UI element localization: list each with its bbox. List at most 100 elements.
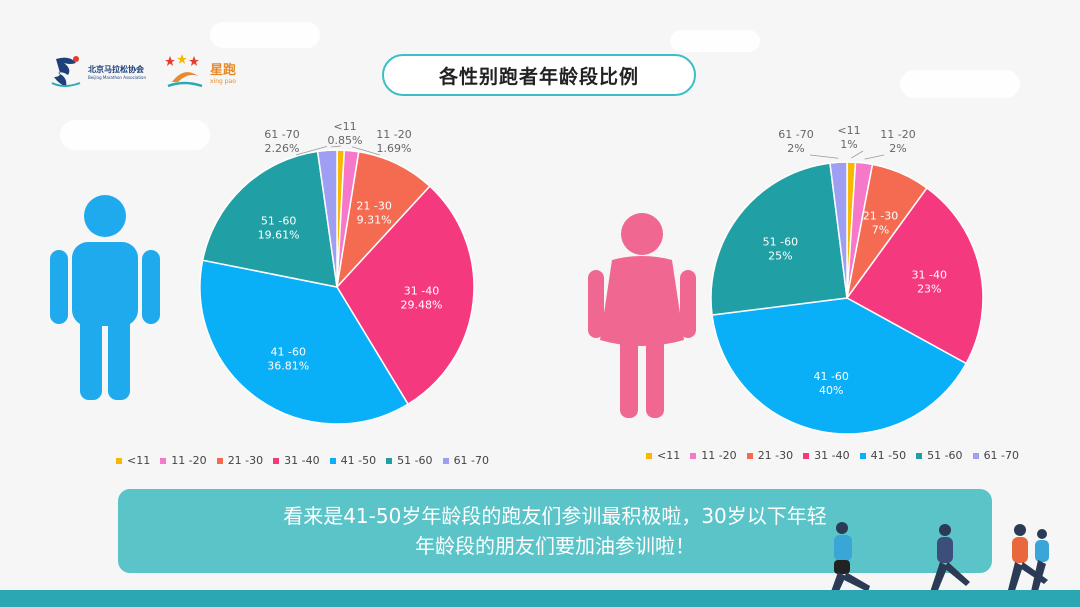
legend-label: 31 -40: [284, 454, 320, 467]
female-slice-label-name: 51 -60: [763, 235, 798, 248]
male-pie-slice-61-70: [316, 149, 338, 288]
legend-label: 61 -70: [983, 449, 1020, 462]
runners-illustration-icon: [828, 522, 1049, 602]
background-cloud: [60, 120, 210, 150]
female-figure-icon: [588, 213, 696, 418]
male-leader-line: [351, 146, 381, 156]
legend-swatch: [690, 452, 697, 459]
legend-swatch: [746, 452, 753, 459]
legend-item: 31 -40: [273, 454, 320, 467]
legend-item: 61 -70: [442, 454, 490, 467]
legend-item: 51 -60: [386, 454, 433, 467]
male-slice-label-name: <11: [333, 120, 356, 133]
male-slice-label-value: 0.85%: [328, 134, 363, 147]
legend-item: 11 -20: [690, 449, 737, 462]
male-pie-slice-41-50: [199, 259, 410, 425]
legend-item: 21 -30: [216, 454, 264, 467]
legend-swatch: [972, 452, 979, 459]
runner-star-icon: [165, 54, 203, 88]
female-pie-slice-41-50: [711, 297, 968, 435]
female-pie-slice-61-70: [829, 161, 848, 299]
female-slice-label-value: 2%: [787, 142, 804, 155]
legend-label: <11: [657, 449, 681, 462]
male-slice-label-value: 36.81%: [267, 360, 309, 373]
female-pie-slice-51-60: [710, 162, 848, 316]
legend-swatch: [916, 452, 923, 459]
legend-label: 31 -40: [814, 449, 850, 462]
female-pie-slice-31-40: [845, 186, 984, 365]
female-slice-label-name: 61 -70: [778, 128, 813, 141]
male-slice-label-value: 9.31%: [357, 214, 392, 227]
bma-name: 北京马拉松协会: [88, 65, 144, 74]
female-slice-label-value: 25%: [768, 249, 792, 262]
female-leader-line: [809, 154, 839, 159]
legend-swatch: [386, 457, 393, 464]
legend-label: 21 -30: [757, 449, 794, 462]
male-pie-slice-21-30: [335, 150, 431, 290]
female-pie-legend: <11 11 -20 21 -30 31 -40 41 -50 51 -60 61 -70: [646, 449, 1019, 462]
legend-item: <11: [116, 454, 150, 467]
legend-item: 31 -40: [803, 449, 850, 462]
male-leader-line: [330, 145, 341, 148]
summary-line-1: 看来是41-50岁年龄段的跑友们参训最积极啦，30岁以下年轻: [283, 504, 827, 528]
legend-item: 51 -60: [916, 449, 963, 462]
male-slice-label-name: 31 -40: [404, 284, 439, 297]
bma-sub: Beijing Marathon Association: [88, 75, 147, 80]
male-slice-label-value: 1.69%: [377, 142, 412, 155]
legend-swatch: [329, 457, 336, 464]
page-title: 各性别跑者年龄段比例: [382, 54, 696, 96]
bma-emblem-icon: [51, 56, 81, 87]
female-leader-line: [864, 154, 885, 160]
female-slice-label-name: 31 -40: [912, 269, 947, 282]
female-slice-label-value: 7%: [872, 224, 889, 237]
legend-label: 51 -60: [397, 454, 433, 467]
male-pie-slice-31-40: [336, 185, 475, 406]
female-slice-label-value: 40%: [819, 384, 843, 397]
legend-item: 61 -70: [972, 449, 1020, 462]
legend-item: 41 -50: [329, 454, 376, 467]
legend-swatch: [646, 452, 652, 459]
male-slice-label-name: 41 -60: [271, 346, 306, 359]
summary-line-2: 年龄段的朋友们要加油参训啦！: [415, 534, 695, 558]
background-cloud: [670, 30, 760, 52]
legend-swatch: [273, 457, 280, 464]
male-leader-line: [295, 145, 328, 156]
male-figure-icon: [50, 195, 160, 400]
male-pie-legend: <11 11 -20 21 -30 31 -40 41 -50 51 -60 61 -70: [116, 454, 489, 467]
female-slice-label-name: 21 -30: [863, 210, 898, 223]
female-slice-label-name: 41 -60: [813, 370, 848, 383]
legend-swatch: [442, 457, 449, 464]
male-pie-slice-51-60: [201, 150, 338, 288]
legend-label: 61 -70: [453, 454, 490, 467]
male-slice-label-name: 51 -60: [261, 214, 296, 227]
bma-logo: 北京马拉松协会 Beijing Marathon Association: [50, 53, 146, 91]
legend-swatch: [803, 452, 810, 459]
legend-label: <11: [127, 454, 151, 467]
bottom-bar: [0, 590, 1080, 607]
male-slice-label-value: 19.61%: [258, 228, 300, 241]
legend-swatch: [216, 457, 223, 464]
legend-label: 21 -30: [227, 454, 264, 467]
background-cloud: [900, 70, 1020, 98]
legend-label: 11 -20: [171, 454, 207, 467]
legend-item: 11 -20: [160, 454, 207, 467]
legend-label: 41 -50: [870, 449, 907, 462]
male-slice-label-value: 2.26%: [265, 142, 300, 155]
male-slice-label-value: 29.48%: [401, 298, 443, 311]
legend-item: 21 -30: [746, 449, 794, 462]
female-slice-label-name: <11: [837, 124, 860, 137]
female-slice-label-name: 11 -20: [880, 128, 915, 141]
legend-swatch: [160, 457, 167, 464]
male-slice-label-name: 61 -70: [264, 128, 299, 141]
legend-swatch: [859, 452, 866, 459]
male-slice-label-name: 21 -30: [356, 200, 391, 213]
background-cloud: [210, 22, 320, 48]
legend-item: 41 -50: [859, 449, 907, 462]
female-leader-line: [851, 150, 864, 159]
xingpao-name: 星跑: [210, 63, 237, 78]
legend-label: 11 -20: [701, 449, 737, 462]
male-slice-label-name: 11 -20: [376, 128, 411, 141]
female-slice-label-value: 2%: [889, 142, 906, 155]
xingpao-logo: 星跑 xing pao: [164, 52, 236, 92]
